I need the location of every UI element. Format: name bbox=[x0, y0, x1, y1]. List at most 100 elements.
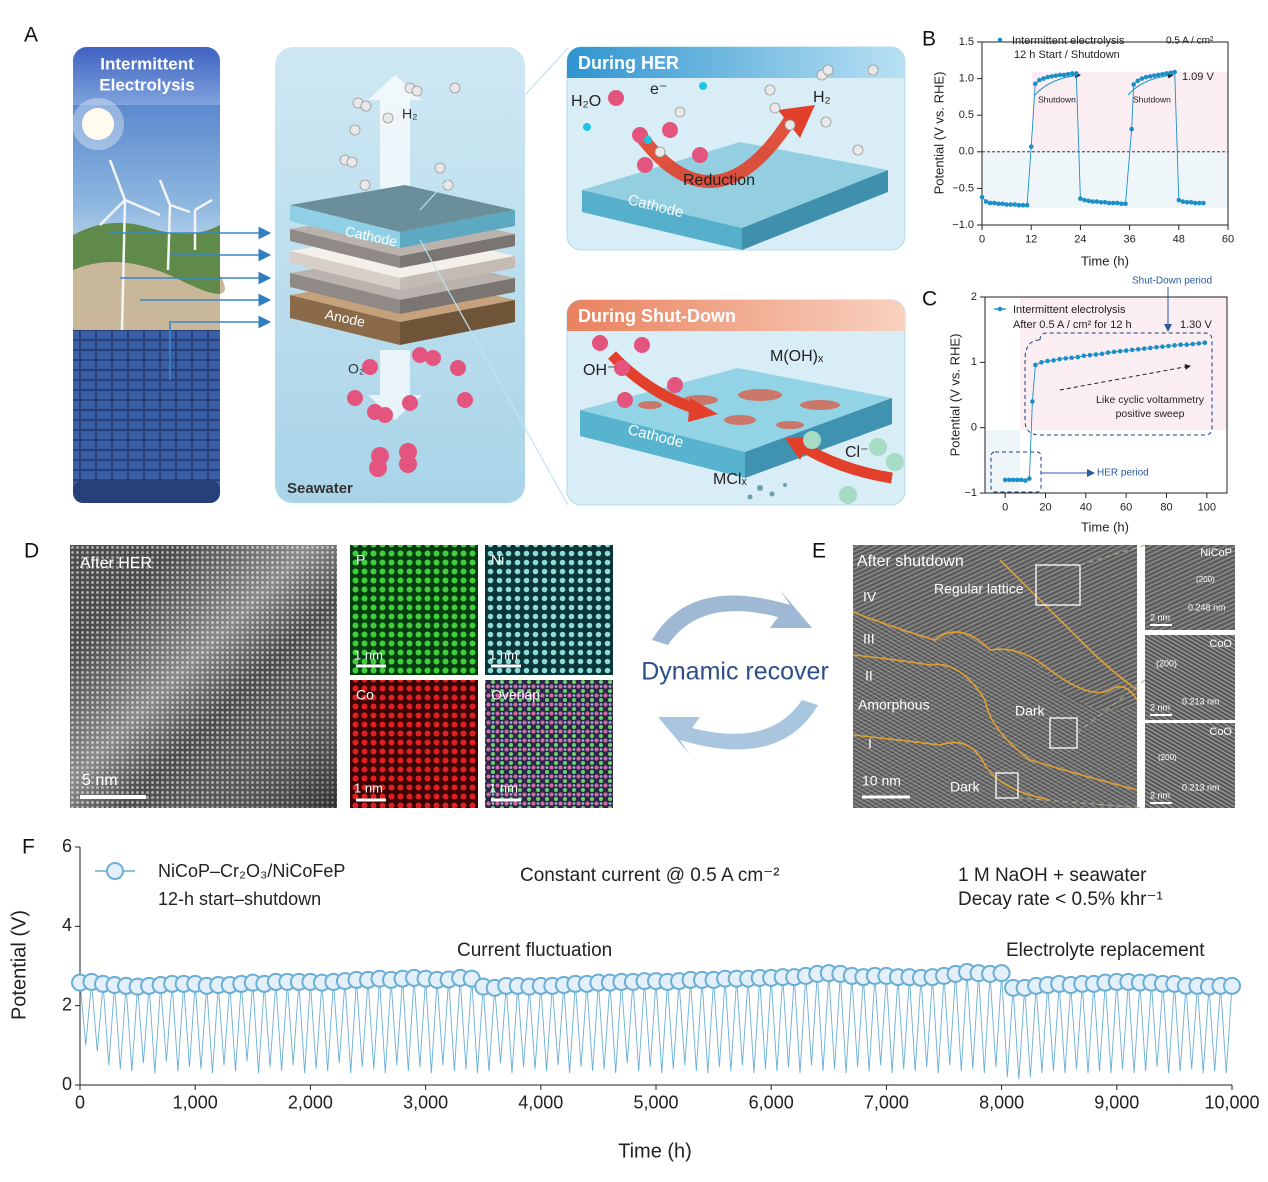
legend-marker bbox=[997, 306, 1003, 312]
data-point bbox=[1051, 358, 1056, 363]
data-point bbox=[1142, 346, 1147, 351]
chart-backdrop bbox=[982, 72, 1228, 493]
data-point bbox=[1197, 200, 1202, 206]
x-axis-label: Time (h) bbox=[618, 1140, 692, 1162]
x-tick-label: 12 bbox=[1025, 234, 1037, 246]
annotation: Like cyclic voltammetry bbox=[1096, 394, 1205, 406]
data-point bbox=[992, 200, 997, 206]
data-point bbox=[1010, 477, 1016, 483]
data-point bbox=[1028, 144, 1034, 149]
hrtem-images: After shutdown Regular lattice IV III II… bbox=[852, 544, 1235, 809]
data-point bbox=[1019, 477, 1024, 483]
data-point bbox=[992, 964, 1011, 983]
panel-label: C bbox=[922, 288, 937, 311]
x-tick-label: 9,000 bbox=[1094, 1093, 1139, 1113]
annotation: 1 M NaOH + seawater bbox=[958, 865, 1147, 886]
region-label: Dark bbox=[1015, 703, 1046, 719]
species-label: H₂O bbox=[571, 93, 601, 110]
species-label: Cl⁻ bbox=[845, 444, 869, 461]
data-point bbox=[1160, 71, 1165, 77]
data-point bbox=[1069, 71, 1075, 76]
y-tick-label: 2 bbox=[971, 291, 977, 303]
map-label: P bbox=[356, 552, 365, 568]
x-tick-label: 10,000 bbox=[1204, 1093, 1259, 1113]
panel-label: A bbox=[24, 24, 38, 47]
data-point bbox=[1041, 76, 1046, 81]
data-point bbox=[1049, 74, 1054, 79]
data-point bbox=[1086, 198, 1091, 204]
inset-phase: CoO bbox=[1209, 638, 1232, 650]
data-point bbox=[1057, 72, 1063, 78]
data-point bbox=[1078, 196, 1083, 201]
data-point bbox=[1154, 345, 1159, 350]
inset-phase: NiCoP bbox=[1200, 547, 1232, 559]
inset-plane: (200) bbox=[1196, 575, 1215, 584]
data-point bbox=[1002, 477, 1008, 483]
data-point bbox=[1168, 70, 1173, 76]
data-point bbox=[1004, 202, 1009, 207]
plot-frame bbox=[984, 296, 1228, 494]
inset-spacing: 0.213 nm bbox=[1182, 696, 1220, 706]
scale-label: 2 nm bbox=[1150, 702, 1170, 712]
y-tick-label: 0.0 bbox=[959, 146, 974, 158]
legend-note: 12 h Start / Shutdown bbox=[1014, 49, 1120, 61]
panel-label: E bbox=[812, 540, 826, 563]
y-tick-label: −1 bbox=[964, 487, 977, 499]
legend-note: 12-h start–shutdown bbox=[158, 889, 321, 909]
data-point bbox=[1151, 73, 1157, 78]
data-point bbox=[1037, 77, 1042, 83]
data-point bbox=[996, 201, 1001, 207]
data-point bbox=[1135, 346, 1141, 352]
data-point bbox=[1202, 340, 1208, 346]
data-point bbox=[1129, 347, 1135, 353]
scale-label: 1 nm bbox=[489, 780, 518, 795]
data-point bbox=[1196, 341, 1202, 346]
data-point bbox=[1143, 74, 1149, 80]
gas-label: H₂ bbox=[402, 106, 418, 122]
data-point bbox=[1090, 199, 1095, 204]
data-point bbox=[1188, 200, 1194, 205]
legend-note: After 0.5 A / cm² for 12 h bbox=[1013, 319, 1132, 331]
annotation: 0.5 A / cm² bbox=[1166, 36, 1214, 47]
data-point bbox=[1178, 342, 1183, 347]
inset-plane: (200) bbox=[1158, 753, 1177, 762]
data-point bbox=[1039, 360, 1044, 365]
panel-label: B bbox=[922, 28, 936, 51]
x-tick-label: 60 bbox=[1120, 502, 1132, 514]
x-axis-label: Time (h) bbox=[1081, 519, 1129, 534]
her-box: During HER H₂O e⁻ Reduction Cathode H₂ bbox=[566, 46, 906, 251]
data-point bbox=[1045, 74, 1050, 80]
data-point bbox=[1102, 200, 1108, 205]
x-tick-label: 3,000 bbox=[403, 1093, 448, 1113]
shutdown-box: During Shut-Down OH⁻ M(OH)ₓ Cathode Cl⁻ … bbox=[566, 299, 906, 506]
y-tick-label: 1.5 bbox=[959, 36, 974, 48]
legend-label: Intermittent electrolysis bbox=[1013, 304, 1126, 316]
y-tick-label: 0 bbox=[971, 422, 977, 434]
data-point bbox=[983, 199, 989, 204]
data-point bbox=[1223, 976, 1241, 995]
data-point bbox=[1147, 74, 1153, 79]
data-point bbox=[1184, 342, 1189, 347]
plot-frame bbox=[981, 41, 1229, 226]
map-label: Overlap bbox=[491, 687, 540, 703]
x-tick-label: 4,000 bbox=[518, 1093, 563, 1113]
data-point bbox=[979, 194, 985, 200]
data-point bbox=[1176, 197, 1182, 203]
data-point bbox=[1045, 358, 1050, 364]
y-tick-label: 4 bbox=[62, 915, 72, 935]
region-label: III bbox=[863, 631, 875, 647]
x-tick-label: 7,000 bbox=[864, 1093, 909, 1113]
data-point bbox=[1115, 200, 1120, 206]
data-point bbox=[1105, 350, 1111, 355]
x-tick-label: 48 bbox=[1173, 234, 1185, 246]
y-axis-label: Potential (V vs. RHE) bbox=[947, 334, 962, 457]
data-point bbox=[1008, 202, 1013, 207]
data-point bbox=[1099, 351, 1105, 357]
region-label: Regular lattice bbox=[934, 581, 1024, 597]
x-tick-label: 8,000 bbox=[979, 1093, 1024, 1113]
data-point bbox=[1201, 200, 1206, 206]
region-label: II bbox=[865, 668, 873, 684]
legend-marker bbox=[106, 862, 124, 880]
